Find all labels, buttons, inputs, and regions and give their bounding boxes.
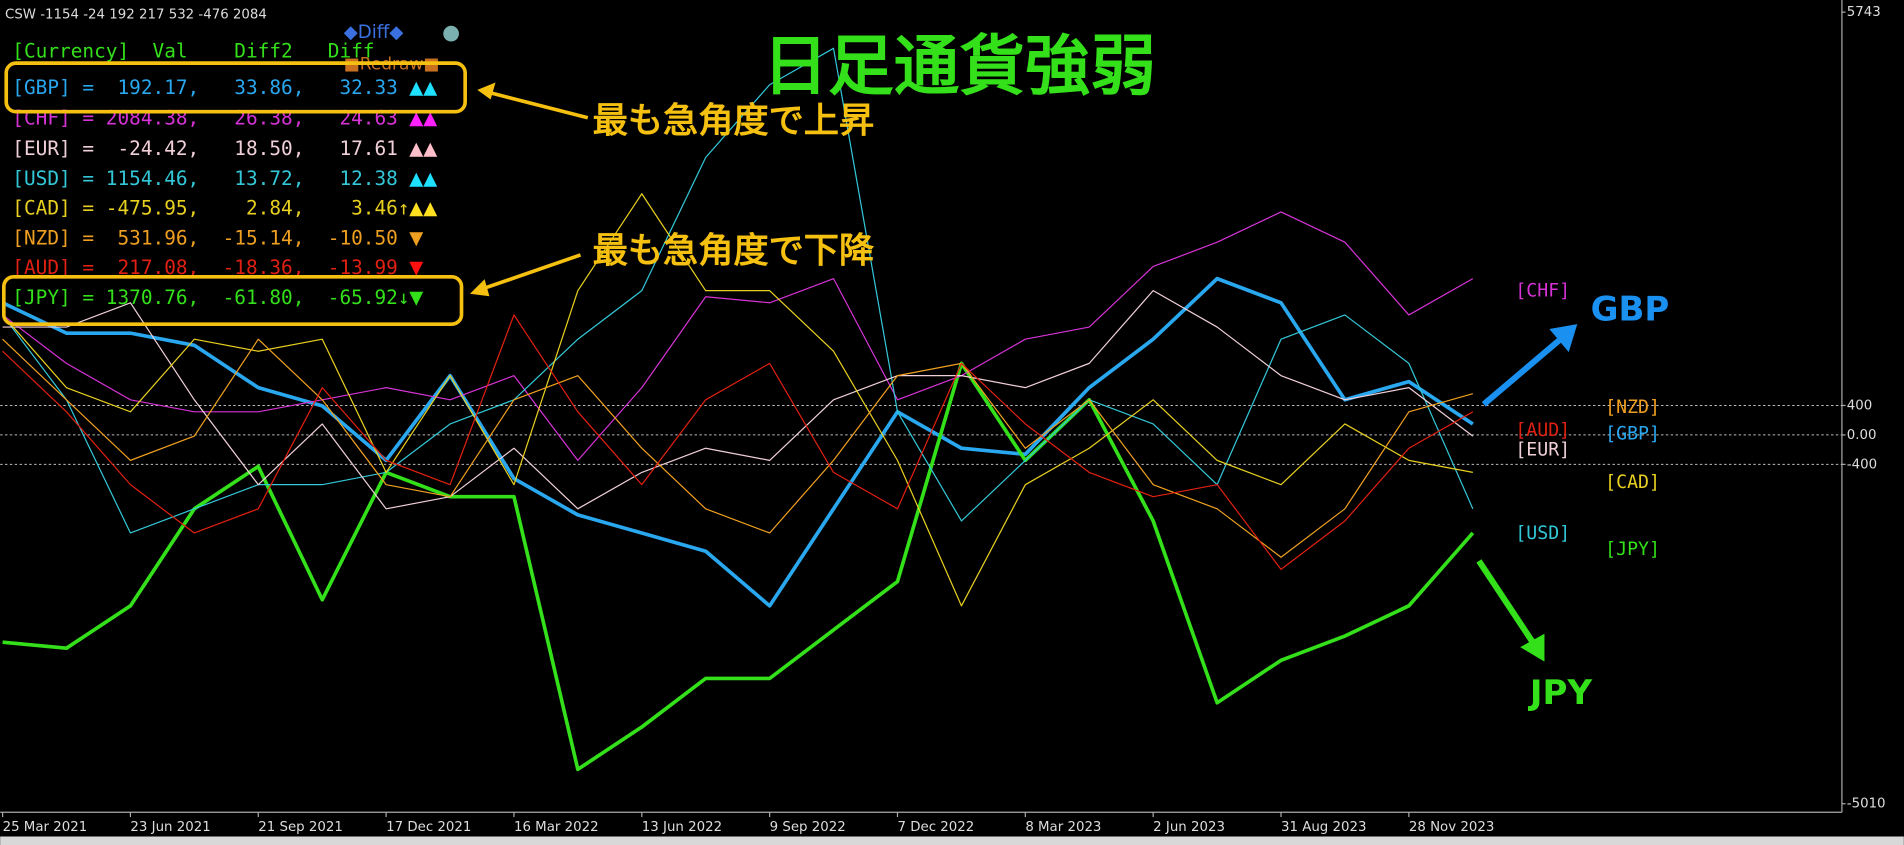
x-tick-label: 28 Nov 2023 (1409, 820, 1494, 835)
legend-label: [GBP] (1605, 424, 1660, 445)
arrow-head (1549, 324, 1578, 353)
table-row: [CAD] = -475.95, 2.84, 3.46↑ (12, 196, 409, 219)
table-arrows: ▲▲ (409, 198, 437, 219)
table-row: [JPY] = 1370.76, -61.80, -65.92↓ (12, 286, 409, 309)
series-line (2, 361, 1475, 772)
x-tick-label: 8 Mar 2023 (1025, 820, 1101, 835)
table-row: [GBP] = 192.17, 33.86, 32.33 (12, 76, 398, 99)
table-row: [AUD] = 217.08, -18.36, -13.99 (12, 256, 398, 279)
indicator: CSW -1154 -24 192 217 532 -476 2084 (5, 8, 267, 23)
table-arrows: ▲▲ (409, 138, 437, 159)
diff-button[interactable]: ◆Diff◆ (344, 22, 404, 43)
series-line (2, 314, 1474, 571)
lines (1, 47, 1475, 772)
toggle-button[interactable]: ● (442, 20, 460, 44)
table-row: [NZD] = 531.96, -15.14, -10.50 (12, 227, 398, 250)
table-header: [Currency] Val Diff2 Diff (12, 40, 374, 63)
series-line (2, 193, 1473, 607)
legend-label: [JPY] (1605, 539, 1660, 560)
y-tick-label: -400 (1847, 457, 1877, 472)
annotation: GBP (1591, 289, 1670, 329)
table-arrows: ▼ (409, 228, 423, 249)
legend-label: [USD] (1515, 523, 1570, 544)
annotation: 最も急角度で下降 (593, 231, 875, 272)
arrow-head (470, 279, 490, 297)
table: [Currency] Val Diff2 Diff [GBP] = 192.17,… (12, 40, 437, 309)
grid (0, 404, 1842, 465)
y-tick-label: 400 (1847, 398, 1872, 413)
table-row: [USD] = 1154.46, 13.72, 12.38 (12, 167, 398, 190)
highlight-box (1, 274, 464, 326)
series-line (2, 290, 1474, 510)
series-line (2, 211, 1474, 461)
x-tick-label: 31 Aug 2023 (1281, 820, 1366, 835)
x-tick-label: 13 Jun 2022 (642, 820, 722, 835)
x-tick-label: 23 Jun 2021 (130, 820, 210, 835)
table-arrows: ▼ (409, 288, 423, 309)
status-strip (0, 836, 1904, 845)
arrow (481, 253, 582, 291)
y-tick-label: 0.00 (1847, 428, 1877, 443)
arrow (1481, 333, 1566, 407)
y-tick-label: 5743 (1847, 5, 1881, 20)
x-tick-label: 2 Jun 2023 (1153, 820, 1225, 835)
x-tick-label: 17 Dec 2021 (386, 820, 471, 835)
series-line (2, 47, 1474, 534)
legend-label: [NZD] (1605, 397, 1660, 418)
y-tick-label: -5010 (1847, 797, 1886, 812)
highlight-box (4, 61, 467, 114)
series-line (1, 276, 1474, 608)
x-tick-label: 25 Mar 2021 (3, 820, 88, 835)
table-arrows: ▲▲ (409, 169, 437, 190)
legend-label: [EUR] (1515, 439, 1570, 460)
x-tick-label: 7 Dec 2022 (897, 820, 974, 835)
arrow (1476, 559, 1537, 646)
table-arrows: ▼ (409, 257, 423, 278)
legend-label: [CAD] (1605, 472, 1660, 493)
table-row: [EUR] = -24.42, 18.50, 17.61 (12, 137, 398, 160)
x-tick-label: 21 Sep 2021 (258, 820, 343, 835)
table-arrows: ▲▲ (409, 78, 437, 99)
x-tick-label: 16 Mar 2022 (514, 820, 599, 835)
legend-label: [CHF] (1515, 280, 1570, 301)
annotation: 最も急角度で上昇 (593, 101, 875, 142)
series-line (2, 338, 1474, 558)
arrow (487, 90, 589, 120)
legend-label: [AUD] (1515, 420, 1570, 441)
title: 日足通貨強弱 (763, 28, 1156, 104)
arrow-head (477, 82, 496, 100)
arrow-head (1520, 633, 1545, 662)
annotation: JPY (1528, 673, 1593, 713)
x-tick-label: 9 Sep 2022 (770, 820, 846, 835)
